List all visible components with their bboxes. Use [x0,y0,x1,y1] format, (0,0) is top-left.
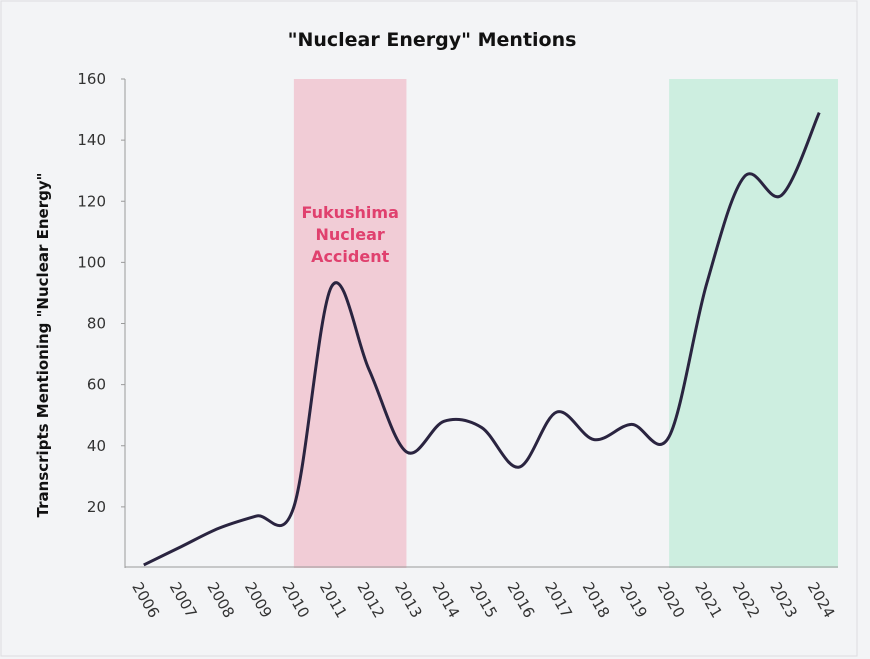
highlight-label: Nuclear [316,225,385,244]
highlight-label: Accident [311,247,390,266]
highlight-region [669,79,838,568]
data-line [143,111,821,567]
y-tick-label: 20 [87,498,106,516]
highlight-label: Fukushima [301,203,398,222]
y-tick-label: 40 [87,437,106,455]
chart-title: "Nuclear Energy" Mentions [288,29,577,51]
y-tick-label: 160 [77,70,106,88]
y-tick-label: 100 [77,253,106,271]
y-tick-label: 80 [87,315,106,333]
highlight-region [293,79,407,568]
y-tick-label: 120 [77,192,106,210]
y-tick-label: 60 [87,376,106,394]
y-tick-label: 140 [77,131,106,149]
y-axis-label: Transcripts Mentioning "Nuclear Energy" [34,173,52,518]
